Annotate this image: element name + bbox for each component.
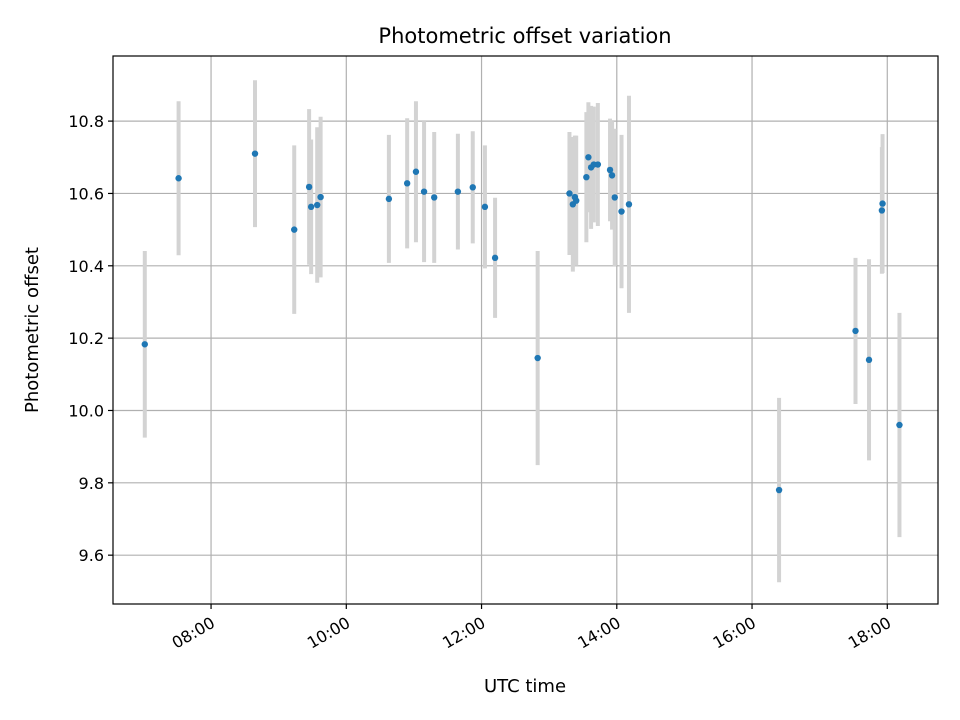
- data-point: [420, 188, 428, 195]
- y-tick-label: 9.8: [79, 474, 104, 493]
- x-axis-label: UTC time: [484, 676, 566, 697]
- data-point: [566, 190, 573, 197]
- y-tick-label: 10.4: [68, 257, 104, 276]
- data-point: [594, 161, 602, 168]
- data-point: [606, 166, 614, 174]
- data-point: [852, 327, 859, 335]
- data-point: [611, 194, 618, 201]
- data-point: [305, 183, 313, 191]
- data-point: [317, 193, 324, 201]
- grid-layer: [113, 56, 938, 604]
- data-point: [141, 341, 148, 348]
- data-point: [251, 150, 259, 157]
- y-tick-label: 9.6: [79, 546, 104, 565]
- point-layer: [141, 150, 903, 494]
- data-point: [469, 184, 476, 191]
- data-point: [583, 173, 590, 181]
- data-point: [534, 354, 541, 362]
- plot-frame: [112, 55, 939, 605]
- chart-title: Photometric offset variation: [378, 24, 671, 48]
- y-axis-label: Photometric offset: [22, 247, 43, 413]
- data-point: [385, 195, 393, 203]
- data-point: [896, 421, 903, 429]
- y-tick-label: 10.2: [68, 329, 104, 348]
- y-tick-label: 10.6: [68, 184, 104, 203]
- data-point: [608, 172, 616, 179]
- y-tick-label: 10.0: [68, 401, 104, 420]
- data-point: [585, 154, 592, 161]
- data-point: [307, 203, 315, 211]
- data-point: [625, 201, 633, 208]
- data-point: [403, 180, 411, 187]
- data-point: [431, 194, 438, 201]
- data-point: [878, 207, 886, 214]
- data-point: [314, 201, 321, 209]
- data-point: [175, 175, 182, 182]
- data-point: [618, 208, 625, 215]
- data-point: [573, 197, 580, 204]
- data-point: [412, 168, 420, 175]
- data-point: [775, 486, 783, 494]
- y-tick-label: 10.8: [68, 112, 104, 131]
- data-point: [491, 254, 499, 262]
- data-point: [481, 203, 489, 211]
- data-point: [454, 188, 462, 195]
- data-point: [879, 200, 886, 207]
- data-point: [865, 356, 873, 364]
- data-point: [291, 226, 298, 233]
